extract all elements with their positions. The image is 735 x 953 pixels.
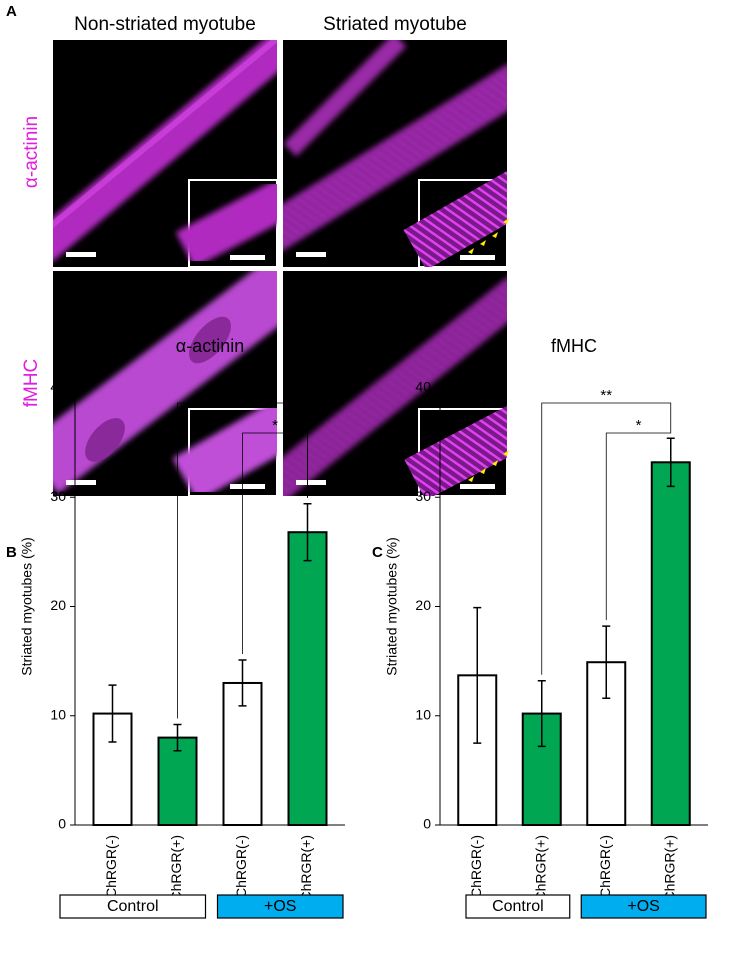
y-tick-label: 10: [50, 706, 66, 722]
y-tick-label: 30: [415, 488, 431, 504]
panel-label: B: [6, 544, 17, 561]
row-label: fMHC: [21, 359, 42, 408]
micrograph: [283, 40, 507, 267]
panel-label: C: [372, 544, 383, 561]
error-bar: [238, 659, 247, 707]
y-tick-label: 20: [415, 597, 431, 613]
x-tick-label: ChRGR(+): [532, 835, 548, 902]
x-tick-label: ChRGR(+): [298, 835, 314, 902]
x-tick-label: ChRGR(-): [103, 835, 119, 898]
y-tick-label: 40: [415, 379, 431, 395]
significance-bracket: [605, 432, 672, 621]
y-axis-label: Striated myotubes (%): [19, 537, 35, 676]
x-tick-label: ChRGR(-): [233, 835, 249, 898]
group-label: Control: [492, 898, 544, 915]
significance-label: **: [237, 387, 249, 404]
panel-label: A: [6, 3, 17, 20]
error-bar: [108, 684, 117, 743]
significance-label: *: [272, 417, 278, 434]
group-label: +OS: [627, 898, 659, 915]
group-box: [216, 894, 344, 919]
x-tick-label: ChRGR(+): [168, 835, 184, 902]
error-bar: [173, 723, 182, 752]
error-bar: [602, 625, 611, 700]
error-bar: [473, 606, 482, 744]
error-bar: [666, 437, 675, 488]
y-tick-label: 0: [58, 816, 66, 832]
bar: [650, 461, 691, 826]
chart-title: α-actinin: [176, 336, 244, 356]
y-tick-label: 0: [423, 816, 431, 832]
bar: [287, 531, 328, 827]
y-tick-label: 20: [50, 597, 66, 613]
significance-label: **: [600, 387, 612, 404]
significance-bracket: [242, 432, 308, 655]
x-tick-label: ChRGR(-): [468, 835, 484, 898]
micrograph: [53, 271, 277, 496]
group-box: [465, 894, 571, 919]
group-label: +OS: [264, 898, 296, 915]
chart-title: fMHC: [551, 336, 597, 356]
x-tick-label: ChRGR(+): [661, 835, 677, 902]
y-tick-label: 40: [50, 379, 66, 395]
y-tick-label: 10: [415, 706, 431, 722]
group-box: [580, 894, 707, 919]
x-tick-label: ChRGR(-): [597, 835, 613, 898]
error-bar: [303, 503, 312, 562]
y-tick-label: 30: [50, 488, 66, 504]
significance-bracket: [541, 402, 672, 675]
group-label: Control: [107, 898, 159, 915]
inset-arrows: [468, 218, 509, 482]
micrograph: [53, 40, 277, 267]
column-title: Non-striated myotube: [74, 14, 256, 35]
y-axis-label: Striated myotubes (%): [384, 537, 400, 676]
row-label: α-actinin: [21, 116, 42, 188]
micrograph: [283, 271, 507, 496]
column-title: Striated myotube: [323, 14, 467, 35]
error-bar: [537, 680, 546, 748]
significance-label: *: [636, 417, 642, 434]
group-box: [59, 894, 207, 919]
